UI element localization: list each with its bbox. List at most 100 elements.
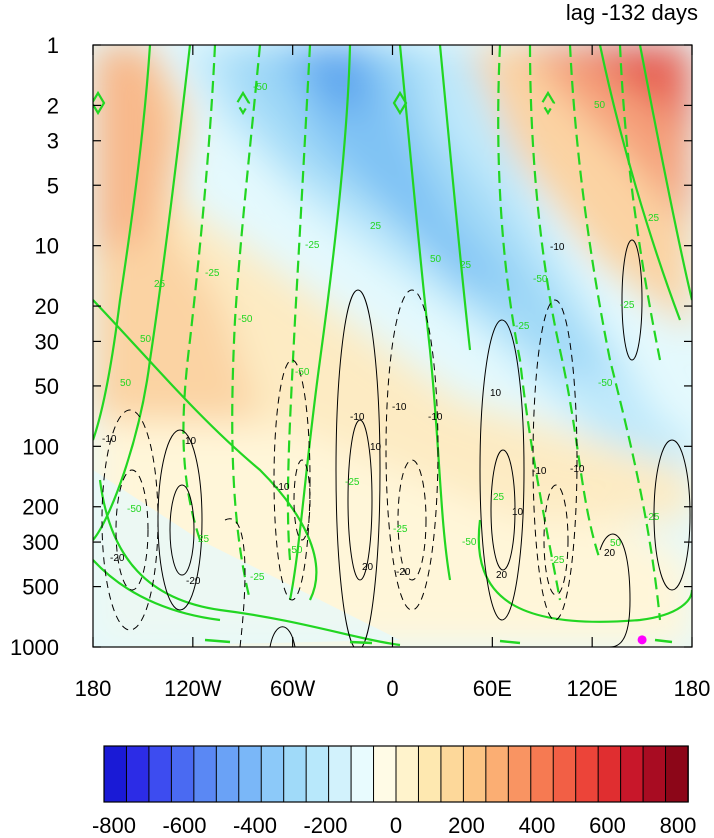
svg-text:50: 50 (140, 334, 152, 345)
svg-text:10: 10 (512, 507, 524, 518)
svg-text:-10: -10 (550, 242, 565, 253)
svg-text:-25: -25 (393, 524, 408, 535)
colorbar-swatch (575, 745, 599, 803)
svg-text:-25: -25 (645, 512, 660, 523)
x-tick-label: 120W (164, 676, 222, 701)
location-marker (637, 635, 647, 645)
svg-text:50: 50 (594, 100, 606, 111)
svg-text:50: 50 (120, 378, 132, 389)
svg-text:-10: -10 (392, 402, 407, 413)
svg-text:-25: -25 (250, 572, 265, 583)
y-tick-label: 30 (35, 329, 59, 354)
x-tick-label: 0 (386, 676, 398, 701)
y-tick-label: 2 (47, 93, 59, 118)
y-tick-label: 20 (35, 294, 59, 319)
svg-text:50: 50 (430, 254, 442, 265)
colorbar-tick-label: 800 (660, 813, 697, 838)
svg-text:-25: -25 (345, 477, 360, 488)
svg-text:-50: -50 (253, 82, 268, 93)
colorbar-swatch (238, 745, 263, 803)
svg-text:-25: -25 (620, 300, 635, 311)
svg-text:-10: -10 (350, 412, 365, 423)
y-axis-labels: 1 2 3 5 10 20 30 50 100 200 300 500 1000 (10, 33, 59, 660)
svg-text:50: 50 (610, 538, 622, 549)
plot-area: -50 50 50 25 25 25 50 50 -25 -50 -25 -50 -25 -50 -… (93, 45, 692, 647)
svg-text:-50: -50 (288, 545, 303, 556)
x-tick-label: 120E (566, 676, 617, 701)
colorbar-tick-label: 0 (390, 813, 402, 838)
colorbar-swatch (170, 745, 195, 803)
colorbar-swatch (260, 745, 285, 803)
x-tick-label: 60E (473, 676, 512, 701)
colorbar-swatch (350, 745, 375, 803)
x-axis-labels: 180 120W 60W 0 60E 120E 180 (75, 676, 711, 701)
svg-text:-20: -20 (396, 567, 411, 578)
svg-text:-10: -10 (570, 464, 585, 475)
svg-text:-10: -10 (532, 466, 547, 477)
y-tick-label: 3 (47, 129, 59, 154)
colorbar-frame (103, 745, 689, 803)
y-tick-label: 50 (35, 374, 59, 399)
colorbar-tick-label: 600 (589, 813, 626, 838)
colorbar-swatch (148, 745, 173, 803)
svg-text:-50: -50 (238, 314, 253, 325)
colorbar-swatch (193, 745, 218, 803)
colorbar-swatch (642, 745, 667, 803)
svg-text:-50: -50 (533, 274, 548, 285)
x-tick-label: 180 (674, 676, 711, 701)
svg-text:10: 10 (370, 442, 382, 453)
svg-text:-10: -10 (275, 482, 290, 493)
colorbar-tick-label: -800 (92, 813, 136, 838)
y-tick-label: 300 (22, 530, 59, 555)
y-tick-label: 1000 (10, 635, 59, 660)
colorbar-swatch (462, 745, 487, 803)
svg-text:-20: -20 (186, 576, 201, 587)
y-tick-label: 200 (22, 495, 59, 520)
svg-text:-25: -25 (550, 555, 565, 566)
svg-text:-50: -50 (127, 504, 142, 515)
colorbar-swatch (395, 745, 420, 803)
y-tick-label: 500 (22, 575, 59, 600)
svg-text:-10: -10 (102, 434, 117, 445)
y-tick-label: 1 (47, 33, 59, 58)
svg-text:25: 25 (648, 213, 660, 224)
svg-text:-50: -50 (295, 367, 310, 378)
chart-title: lag -132 days (565, 0, 698, 25)
colorbar-tick-label: -400 (233, 813, 277, 838)
x-tick-label: 60W (270, 676, 315, 701)
y-tick-label: 10 (35, 234, 59, 259)
svg-text:-25: -25 (515, 321, 530, 332)
colorbar-swatch (373, 745, 397, 803)
svg-text:-50: -50 (462, 537, 477, 548)
colorbar-swatch (597, 745, 622, 803)
y-tick-label: 100 (22, 434, 59, 459)
svg-text:10: 10 (185, 436, 197, 447)
colorbar-tick-label: -600 (162, 813, 206, 838)
colorbar-swatch (283, 745, 307, 803)
colorbar-swatch (305, 745, 330, 803)
colorbar-swatch (103, 745, 128, 803)
colorbar-swatch (530, 745, 555, 803)
colorbar-swatch (215, 745, 240, 803)
svg-text:25: 25 (493, 492, 505, 503)
svg-text:-10: -10 (428, 412, 443, 423)
svg-text:25: 25 (460, 260, 472, 271)
colorbar-swatch (417, 745, 442, 803)
y-tick-label: 5 (47, 173, 59, 198)
colorbar (103, 745, 689, 803)
svg-text:-25: -25 (305, 240, 320, 251)
colorbar-swatch (552, 745, 577, 803)
colorbar-swatch (440, 745, 465, 803)
colorbar-swatch (125, 745, 150, 803)
svg-text:25: 25 (154, 279, 166, 290)
svg-text:-50: -50 (598, 378, 613, 389)
x-tick-label: 180 (75, 676, 112, 701)
colorbar-swatch (620, 745, 644, 803)
svg-text:10: 10 (490, 388, 502, 399)
svg-text:20: 20 (604, 548, 616, 559)
svg-text:20: 20 (496, 570, 508, 581)
colorbar-tick-label: 200 (448, 813, 485, 838)
colorbar-swatch (328, 745, 352, 803)
svg-text:25: 25 (370, 221, 382, 232)
